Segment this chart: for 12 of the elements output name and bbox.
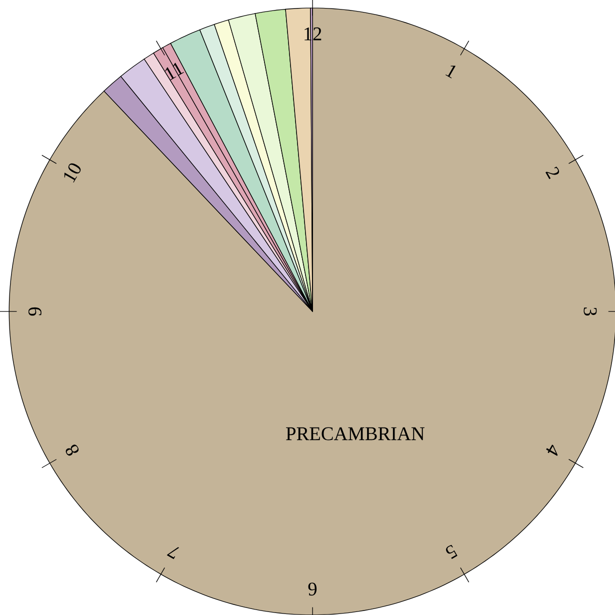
text: 9 bbox=[28, 307, 42, 316]
text: 6 bbox=[308, 582, 317, 596]
text: 1 bbox=[446, 66, 456, 78]
text: 8 bbox=[66, 444, 79, 456]
text: 5 bbox=[446, 544, 458, 560]
text: 4 bbox=[546, 444, 558, 456]
text: 10 bbox=[64, 163, 81, 183]
text: 11 bbox=[165, 62, 184, 80]
slice-label: PRECAMBRIAN bbox=[286, 427, 424, 440]
text: 2 bbox=[545, 166, 560, 180]
text: 7 bbox=[166, 547, 180, 560]
text: 3 bbox=[584, 308, 597, 316]
